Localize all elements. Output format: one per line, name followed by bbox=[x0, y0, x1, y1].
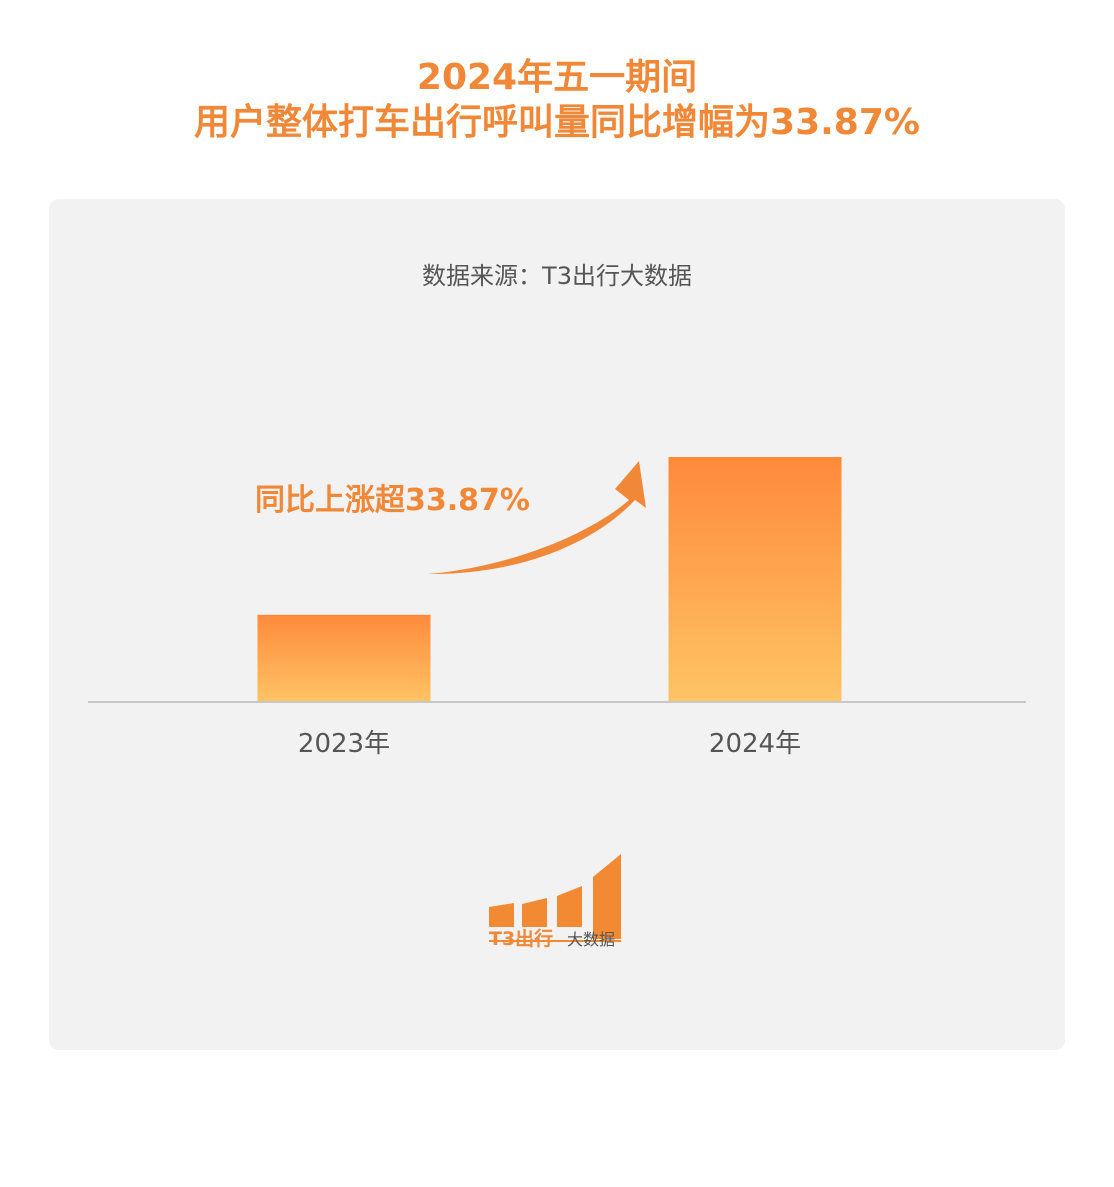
chart-panel: 数据来源：T3出行大数据 2023年 2024年 同比上涨超33.87% T3出行… bbox=[49, 199, 1065, 1050]
chart-title-line-2: 用户整体打车出行呼叫量同比增幅为33.87% bbox=[194, 102, 920, 143]
data-source-label: 数据来源：T3出行大数据 bbox=[422, 262, 692, 290]
bar-chart: 2023年 2024年 同比上涨超33.87% bbox=[88, 457, 1026, 759]
bar-series bbox=[257, 457, 842, 702]
t3-big-data-logo: T3出行 大数据 bbox=[489, 854, 621, 949]
rising-bars-logo-icon bbox=[489, 854, 621, 939]
x-tick-label-0: 2023年 bbox=[298, 729, 390, 759]
chart-title-line-1: 2024年五一期间 bbox=[416, 57, 698, 98]
growth-arrow-icon bbox=[428, 461, 646, 575]
bar-0 bbox=[257, 614, 431, 702]
logo-suffix-text: 大数据 bbox=[567, 930, 615, 949]
x-tick-label-1: 2024年 bbox=[709, 729, 801, 759]
growth-annotation: 同比上涨超33.87% bbox=[255, 483, 530, 518]
bar-1 bbox=[668, 457, 842, 702]
logo-brand-text: T3出行 bbox=[489, 927, 553, 949]
x-axis-labels: 2023年 2024年 bbox=[298, 729, 801, 759]
